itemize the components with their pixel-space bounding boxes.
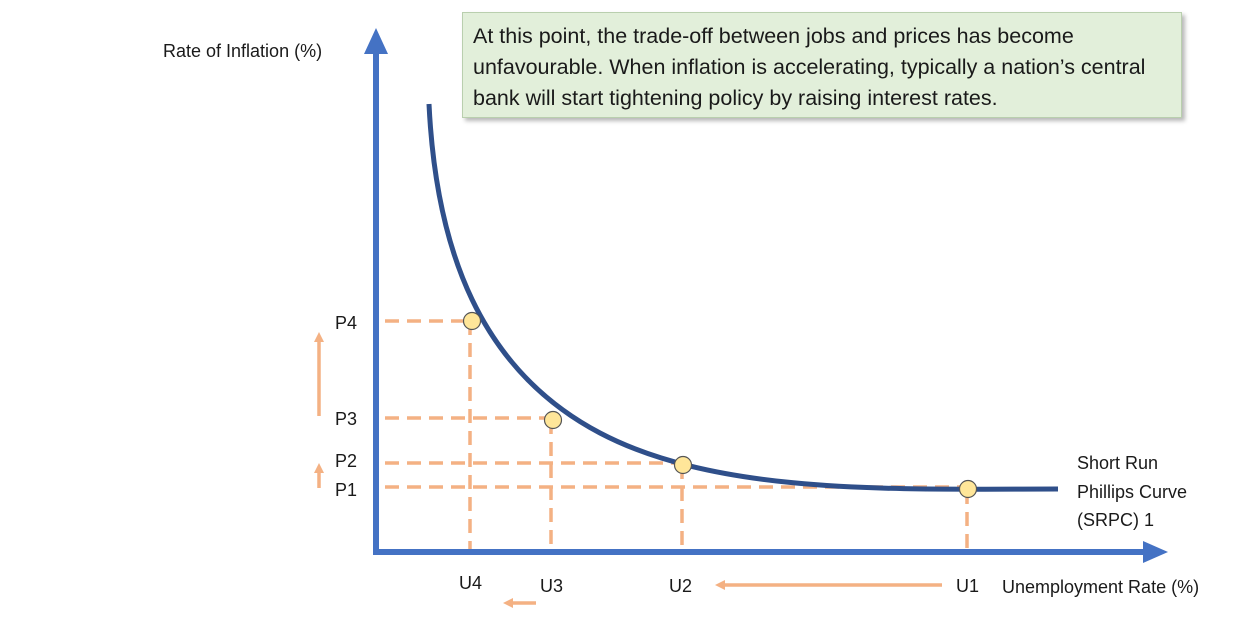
direction-arrows xyxy=(314,332,942,608)
x-axis-label: Unemployment Rate (%) xyxy=(1002,577,1199,597)
curve-label-line-1: Short Run xyxy=(1077,453,1158,473)
point-p4-u4 xyxy=(462,311,482,331)
label-p4: P4 xyxy=(335,313,357,333)
label-p3: P3 xyxy=(335,409,357,429)
label-u4: U4 xyxy=(459,573,482,593)
point-p3-u3 xyxy=(543,410,563,430)
label-u3: U3 xyxy=(540,576,563,596)
curve-label-line-2: Phillips Curve xyxy=(1077,482,1187,502)
point-p2-u2 xyxy=(673,455,693,475)
label-p1: P1 xyxy=(335,480,357,500)
label-u1: U1 xyxy=(956,576,979,596)
curve-label: Short Run Phillips Curve (SRPC) 1 xyxy=(1077,453,1187,530)
annotation-text: At this point, the trade-off between job… xyxy=(473,24,1146,110)
annotation-box: At this point, the trade-off between job… xyxy=(462,12,1182,118)
label-u2: U2 xyxy=(669,576,692,596)
curve-points xyxy=(462,311,978,499)
x-axis-arrowhead xyxy=(1143,541,1168,563)
axes xyxy=(364,28,1168,563)
point-p1-u1 xyxy=(958,479,978,499)
guide-lines xyxy=(385,319,969,552)
curve-label-line-3: (SRPC) 1 xyxy=(1077,510,1154,530)
srpc-curve xyxy=(426,103,1059,492)
y-axis-label: Rate of Inflation (%) xyxy=(163,41,322,61)
label-p2: P2 xyxy=(335,451,357,471)
y-axis-arrowhead xyxy=(364,28,388,54)
